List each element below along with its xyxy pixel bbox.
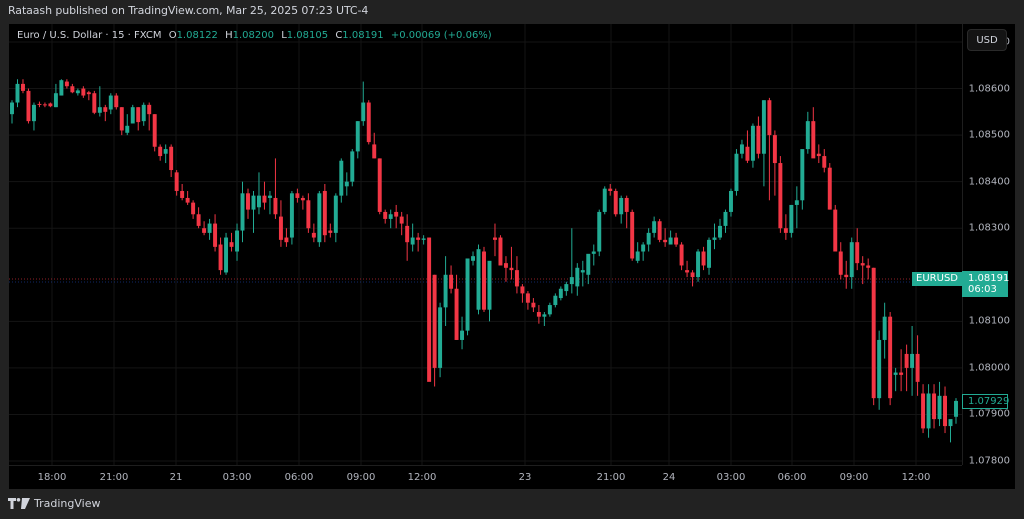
chart-frame: Euro / U.S. Dollar · 15 · FXCM O1.08122 … [9,24,1015,489]
change-value: +0.00069 (+0.06%) [390,30,492,41]
last-price-value: 1.08191 [968,272,1010,284]
time-tick: 09:00 [346,472,376,483]
price-tick: 1.07900 [968,408,1010,420]
price-tick: 1.07800 [968,455,1010,467]
last-price-label: 1.08191 06:03 [962,270,1010,297]
price-tick: 1.08000 [968,362,1010,374]
brand-name: TradingView [34,497,101,510]
chart-pane[interactable]: Euro / U.S. Dollar · 15 · FXCM O1.08122 … [9,24,962,465]
currency-button[interactable]: USD [967,29,1007,51]
low-value: 1.08105 [286,30,329,41]
time-tick: 23 [518,472,532,483]
time-tick: 06:00 [284,472,314,483]
time-tick: 24 [662,472,676,483]
symbol-price-label: EURUSD [912,271,962,286]
time-axis[interactable]: 18:00 21:00 21 03:00 06:00 09:00 12:00 23 21:00 2… [9,465,962,490]
symbol-legend: Euro / U.S. Dollar · 15 · FXCM O1.08122 … [17,30,492,41]
low-label: L [281,30,287,41]
time-tick: 21:00 [596,472,626,483]
open-label: O [168,30,177,41]
time-tick: 03:00 [222,472,252,483]
price-tick: 1.08600 [968,83,1010,95]
time-tick: 21:00 [99,472,129,483]
time-tick: 06:00 [777,472,807,483]
price-tick: 1.08300 [968,222,1010,234]
open-value: 1.08122 [176,30,218,41]
price-tick: 1.08400 [968,176,1010,188]
high-label: H [225,30,233,41]
time-tick: 03:00 [716,472,746,483]
close-value: 1.08191 [342,30,384,41]
time-tick: 18:00 [37,472,67,483]
publisher-attribution: Rataash published on TradingView.com, Ma… [8,4,369,17]
price-tick: 1.08500 [968,129,1010,141]
high-value: 1.08200 [232,30,274,41]
tradingview-logo[interactable]: TradingView [8,497,100,510]
close-label: C [335,30,343,41]
symbol-title: Euro / U.S. Dollar · 15 · FXCM [17,30,162,41]
candlestick-plot[interactable] [9,24,962,465]
time-tick: 21 [169,472,183,483]
bar-countdown: 06:03 [968,283,997,295]
time-tick: 09:00 [839,472,869,483]
marker-price-label: 1.07929 [962,393,1009,409]
time-tick: 12:00 [901,472,931,483]
time-tick: 12:00 [407,472,437,483]
price-tick: 1.08100 [968,315,1010,327]
tradingview-logo-icon [8,498,30,509]
